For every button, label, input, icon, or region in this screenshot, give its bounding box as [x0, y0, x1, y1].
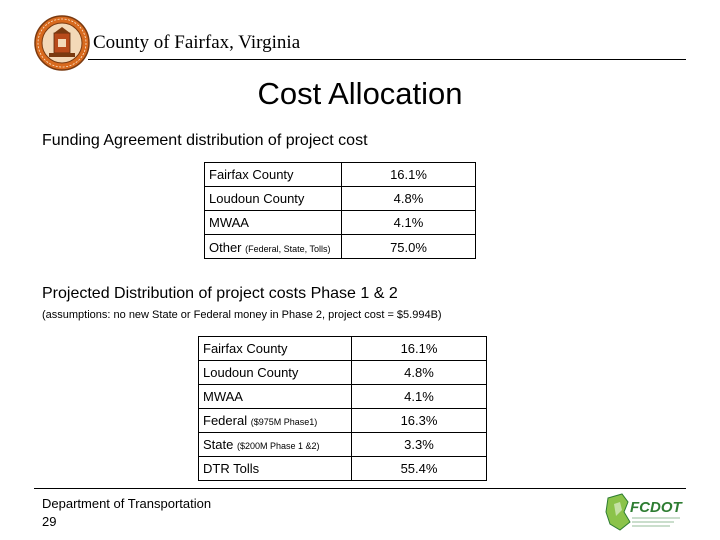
- row-value: 4.1%: [351, 384, 487, 409]
- row-value: 55.4%: [351, 456, 487, 481]
- row-label: State: [203, 437, 234, 452]
- row-label-cell: State ($200M Phase 1 &2): [198, 432, 352, 457]
- row-label-cell: Loudoun County: [198, 360, 352, 385]
- row-value: 75.0%: [341, 234, 476, 259]
- assumptions-note: (assumptions: no new State or Federal mo…: [42, 309, 442, 321]
- county-seal-icon: [34, 15, 90, 71]
- row-label-cell: Fairfax County: [198, 336, 352, 361]
- row-label: MWAA: [203, 389, 243, 404]
- table-row: State ($200M Phase 1 &2) 3.3%: [198, 432, 487, 457]
- row-label-cell: MWAA: [204, 210, 342, 235]
- table-row: Loudoun County 4.8%: [204, 186, 476, 211]
- row-value: 4.1%: [341, 210, 476, 235]
- header-divider: [88, 59, 686, 60]
- row-value: 3.3%: [351, 432, 487, 457]
- row-label: Fairfax County: [209, 167, 294, 182]
- fcdot-logo-text: FCDOT: [630, 499, 683, 516]
- table-row: Fairfax County 16.1%: [204, 162, 476, 187]
- row-label-cell: Fairfax County: [204, 162, 342, 187]
- row-value: 16.1%: [341, 162, 476, 187]
- section1-heading: Funding Agreement distribution of projec…: [42, 132, 368, 149]
- row-note: (Federal, State, Tolls): [245, 244, 331, 254]
- table-row: Federal ($975M Phase1) 16.3%: [198, 408, 487, 433]
- row-label: Loudoun County: [209, 191, 305, 206]
- row-label-cell: Federal ($975M Phase1): [198, 408, 352, 433]
- projected-distribution-table: Fairfax County 16.1% Loudoun County 4.8% MWA…: [198, 336, 487, 481]
- table-row: MWAA 4.1%: [204, 210, 476, 235]
- row-value: 16.1%: [351, 336, 487, 361]
- county-title: County of Fairfax, Virginia: [93, 32, 301, 53]
- footer-divider: [34, 488, 686, 489]
- table-row: MWAA 4.1%: [198, 384, 487, 409]
- row-label: Federal: [203, 413, 248, 428]
- row-value: 4.8%: [351, 360, 487, 385]
- fcdot-logo-icon: FCDOT: [605, 493, 683, 531]
- row-label-cell: Other (Federal, State, Tolls): [204, 234, 342, 259]
- row-label: Fairfax County: [203, 341, 288, 356]
- row-label-cell: Loudoun County: [204, 186, 342, 211]
- table-row: Other (Federal, State, Tolls) 75.0%: [204, 234, 476, 259]
- page-number: 29: [42, 514, 57, 529]
- footer-department: Department of Transportation: [42, 496, 212, 511]
- funding-agreement-table: Fairfax County 16.1% Loudoun County 4.8% MWA…: [204, 162, 476, 259]
- slide-title-text: Cost Allocation: [257, 76, 463, 111]
- table-row: DTR Tolls 55.4%: [198, 456, 487, 481]
- row-label: DTR Tolls: [203, 461, 260, 476]
- row-label: MWAA: [209, 215, 249, 230]
- table-row: Fairfax County 16.1%: [198, 336, 487, 361]
- row-label: Other: [209, 240, 242, 255]
- row-value: 4.8%: [341, 186, 476, 211]
- row-label-cell: DTR Tolls: [198, 456, 352, 481]
- row-label: Loudoun County: [203, 365, 299, 380]
- row-value: 16.3%: [351, 408, 487, 433]
- row-note: ($200M Phase 1 &2): [236, 441, 320, 451]
- section2-heading: Projected Distribution of project costs …: [42, 285, 398, 302]
- table-row: Loudoun County 4.8%: [198, 360, 487, 385]
- row-note: ($975M Phase1): [250, 417, 318, 427]
- slide-title: Cost Allocation: [0, 76, 720, 112]
- row-label-cell: MWAA: [198, 384, 352, 409]
